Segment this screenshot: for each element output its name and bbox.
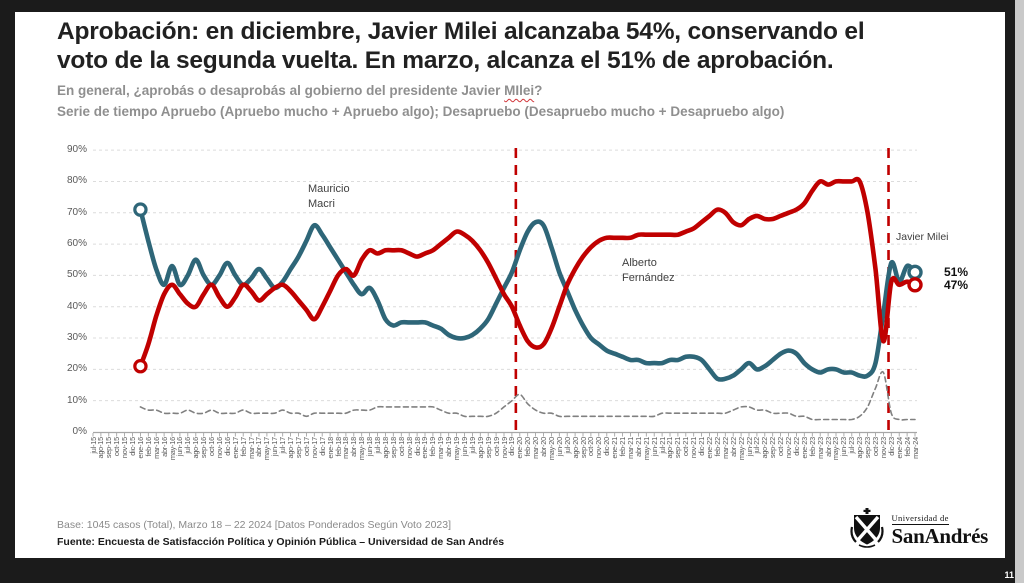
y-axis-tick-label: 0% <box>72 426 87 437</box>
end-value-apruebo: 51% <box>944 265 969 279</box>
survey-question-misspelled-word: MIlei <box>504 83 535 98</box>
presentation-slide: Aprobación: en diciembre, Javier Milei a… <box>15 12 1005 558</box>
x-axis-tick-label: mar-24 <box>910 437 920 459</box>
footnote-base: Base: 1045 casos (Total), Marzo 18 – 22 … <box>57 519 452 531</box>
series-definition-note: Serie de tiempo Apruebo (Apruebo mucho +… <box>57 104 785 119</box>
survey-question: En general, ¿aprobás o desaprobás al gob… <box>57 83 987 98</box>
y-axis-tick-label: 10% <box>66 394 87 406</box>
approval-time-series-chart: 0% 10% 20% 30% 40% 50% 60% 70% 80% 90% jul-15 ago-… <box>15 12 1005 558</box>
y-axis-tick-label: 40% <box>66 300 87 312</box>
survey-question-suffix: ? <box>534 83 543 98</box>
university-logo: Universidad de SanAndrés <box>849 508 989 553</box>
slide-title: Aprobación: en diciembre, Javier Milei a… <box>57 18 1007 76</box>
footnote-fuente: Fuente: Encuesta de Satisfacción Polític… <box>57 536 505 548</box>
slide-title-line2: voto de la segunda vuelta. En marzo, alc… <box>57 46 834 74</box>
y-axis-tick-label: 80% <box>66 175 87 187</box>
university-logo-top-text: Universidad de <box>891 513 949 526</box>
y-axis-tick-label: 50% <box>66 269 87 281</box>
university-logo-name-text: SanAndrés <box>891 524 989 549</box>
university-logo-text: Universidad de SanAndrés <box>891 513 989 549</box>
y-axis-tick-label: 70% <box>66 206 87 218</box>
y-axis-tick-label: 20% <box>66 363 87 375</box>
annotation-mauricio-macri: Mauricio Macri <box>308 183 350 210</box>
slide-title-line1: Aprobación: en diciembre, Javier Milei a… <box>57 18 865 45</box>
y-axis-tick-label: 30% <box>66 332 87 344</box>
end-value-desapruebo: 47% <box>944 278 969 292</box>
survey-question-prefix: En general, ¿aprobás o desaprobás al gob… <box>57 83 505 98</box>
y-axis-tick-label: 90% <box>66 144 87 156</box>
y-axis-tick-label: 60% <box>66 238 87 250</box>
screen-edge-strip <box>1015 0 1024 583</box>
page-number: 11 <box>1004 570 1014 580</box>
annotation-javier-milei: Javier Milei <box>896 231 949 243</box>
chart-plot-area <box>92 148 923 437</box>
university-crest-icon <box>849 508 885 553</box>
annotation-alberto-fernandez: Alberto Fernández <box>622 257 675 284</box>
